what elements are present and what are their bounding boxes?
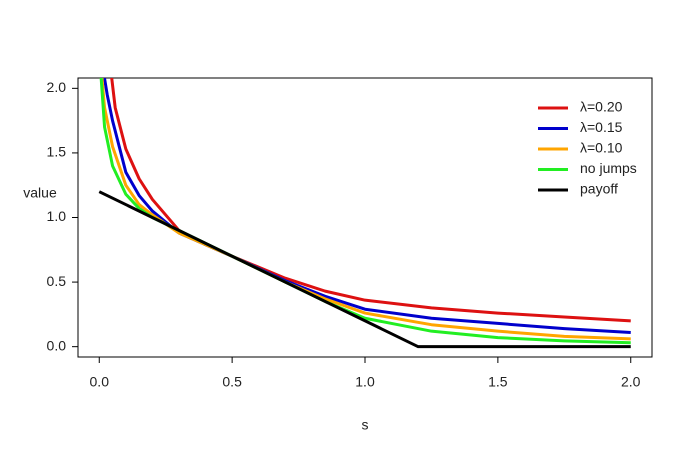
y-tick-label: 0.5 bbox=[47, 273, 67, 289]
x-tick-label: 0.5 bbox=[222, 374, 242, 390]
legend-label: payoff bbox=[580, 181, 618, 197]
line-series bbox=[102, 78, 631, 334]
y-tick-label: 1.5 bbox=[47, 144, 67, 160]
y-axis-label: value bbox=[23, 185, 57, 201]
y-tick-label: 0.0 bbox=[47, 337, 67, 353]
legend-label: λ=0.10 bbox=[580, 140, 623, 156]
x-tick-label: 0.0 bbox=[90, 374, 110, 390]
x-tick-label: 1.0 bbox=[355, 374, 375, 390]
legend-label: λ=0.15 bbox=[580, 119, 623, 135]
legend-label: no jumps bbox=[580, 160, 637, 176]
x-axis-label: s bbox=[362, 417, 369, 433]
line-series bbox=[100, 78, 631, 341]
plot-frame bbox=[77, 77, 653, 358]
line-series bbox=[98, 190, 631, 349]
line-series bbox=[110, 78, 631, 323]
legend-label: λ=0.20 bbox=[580, 99, 623, 115]
y-tick-label: 1.0 bbox=[47, 208, 67, 224]
x-tick-label: 1.5 bbox=[488, 374, 508, 390]
x-tick-label: 2.0 bbox=[621, 374, 641, 390]
plot-area bbox=[98, 78, 631, 349]
y-tick-label: 2.0 bbox=[47, 79, 67, 95]
